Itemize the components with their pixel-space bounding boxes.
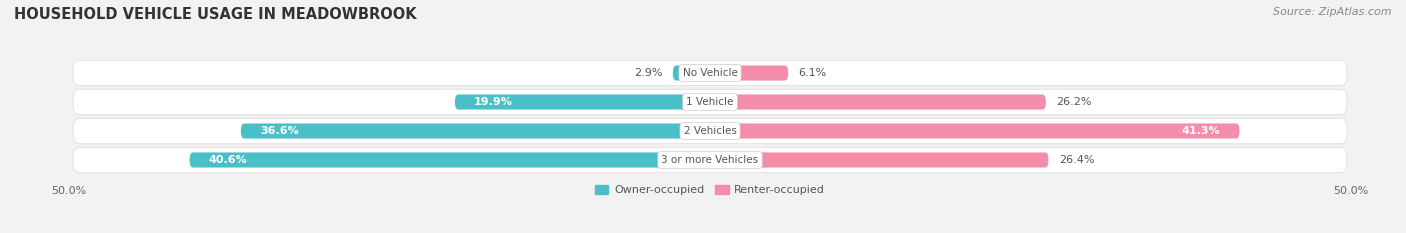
Text: HOUSEHOLD VEHICLE USAGE IN MEADOWBROOK: HOUSEHOLD VEHICLE USAGE IN MEADOWBROOK: [14, 7, 416, 22]
Text: 1 Vehicle: 1 Vehicle: [686, 97, 734, 107]
FancyBboxPatch shape: [73, 60, 1347, 86]
FancyBboxPatch shape: [710, 152, 1049, 168]
Text: 2 Vehicles: 2 Vehicles: [683, 126, 737, 136]
Text: 19.9%: 19.9%: [474, 97, 513, 107]
FancyBboxPatch shape: [710, 123, 1240, 139]
FancyBboxPatch shape: [73, 118, 1347, 144]
FancyBboxPatch shape: [73, 89, 1347, 115]
FancyBboxPatch shape: [73, 147, 1347, 173]
FancyBboxPatch shape: [673, 65, 710, 81]
FancyBboxPatch shape: [240, 123, 710, 139]
FancyBboxPatch shape: [190, 152, 710, 168]
FancyBboxPatch shape: [710, 94, 1046, 110]
Text: 41.3%: 41.3%: [1181, 126, 1220, 136]
Text: 26.2%: 26.2%: [1056, 97, 1091, 107]
Text: 26.4%: 26.4%: [1059, 155, 1094, 165]
Legend: Owner-occupied, Renter-occupied: Owner-occupied, Renter-occupied: [591, 181, 830, 200]
Text: 3 or more Vehicles: 3 or more Vehicles: [661, 155, 759, 165]
Text: 6.1%: 6.1%: [799, 68, 827, 78]
Text: 2.9%: 2.9%: [634, 68, 662, 78]
Text: 36.6%: 36.6%: [260, 126, 299, 136]
Text: 40.6%: 40.6%: [208, 155, 247, 165]
FancyBboxPatch shape: [710, 65, 789, 81]
Text: Source: ZipAtlas.com: Source: ZipAtlas.com: [1274, 7, 1392, 17]
Text: No Vehicle: No Vehicle: [682, 68, 738, 78]
FancyBboxPatch shape: [456, 94, 710, 110]
